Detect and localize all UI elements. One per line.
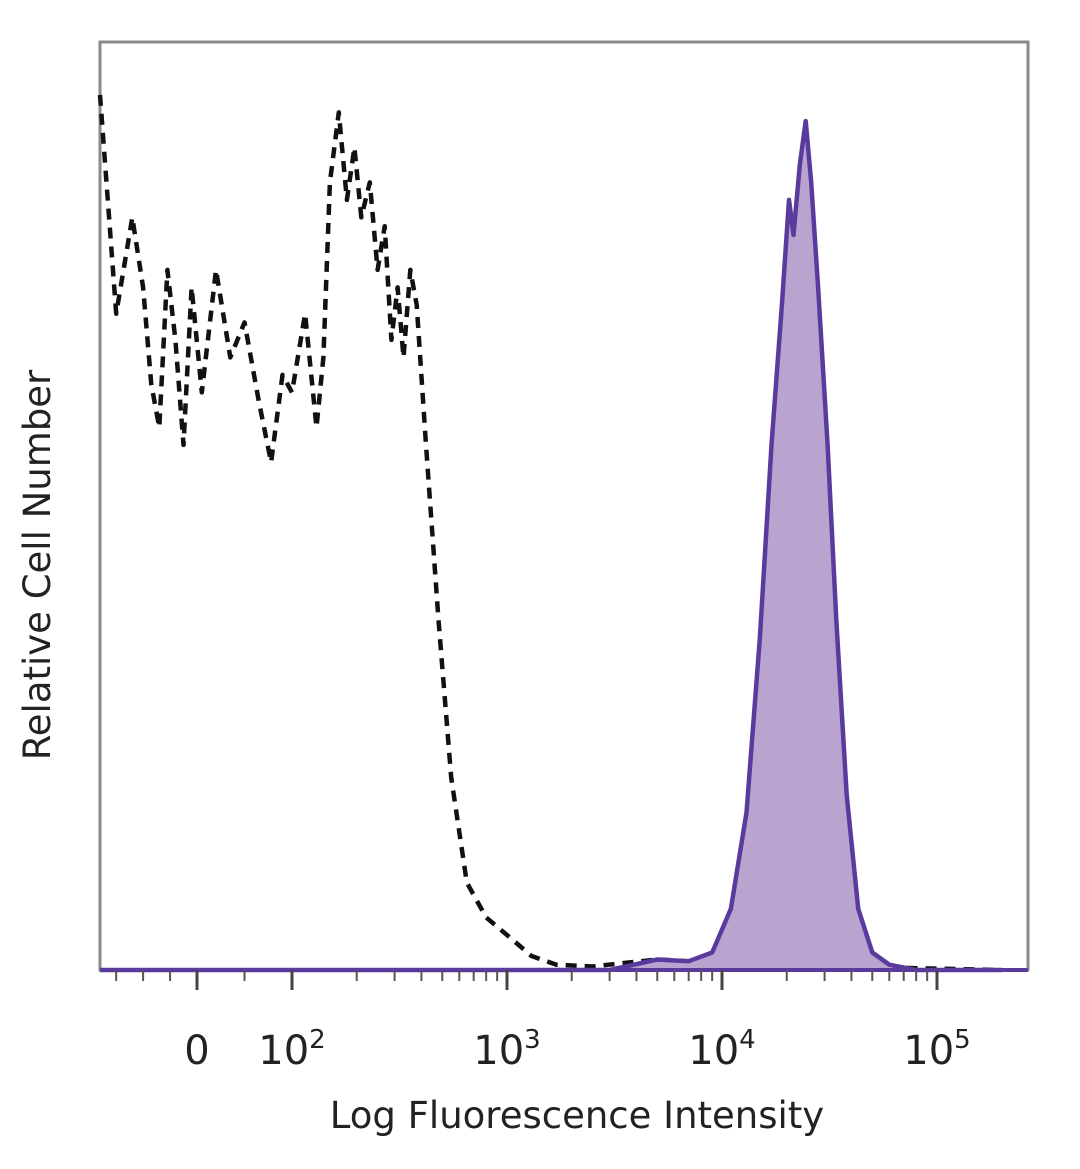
x-tick-label: 105 (903, 1025, 970, 1074)
x-tick-label: 104 (688, 1025, 755, 1074)
x-axis-tick-labels: 0 102 103 104 105 (184, 1025, 970, 1074)
series-line-filled (100, 118, 1002, 973)
x-tick-label: 103 (473, 1025, 540, 1074)
series-line-dashed (97, 94, 1002, 973)
x-tick-label: 102 (258, 1025, 325, 1074)
x-tick-label: 0 (184, 1028, 209, 1074)
plot-frame (98, 40, 1030, 972)
series-fill (100, 121, 1002, 971)
x-axis-title: Log Fluorescence Intensity (330, 1094, 824, 1137)
x-axis-ticks (115, 970, 939, 990)
y-axis-title: Relative Cell Number (16, 369, 59, 760)
series-layer (97, 94, 1002, 973)
